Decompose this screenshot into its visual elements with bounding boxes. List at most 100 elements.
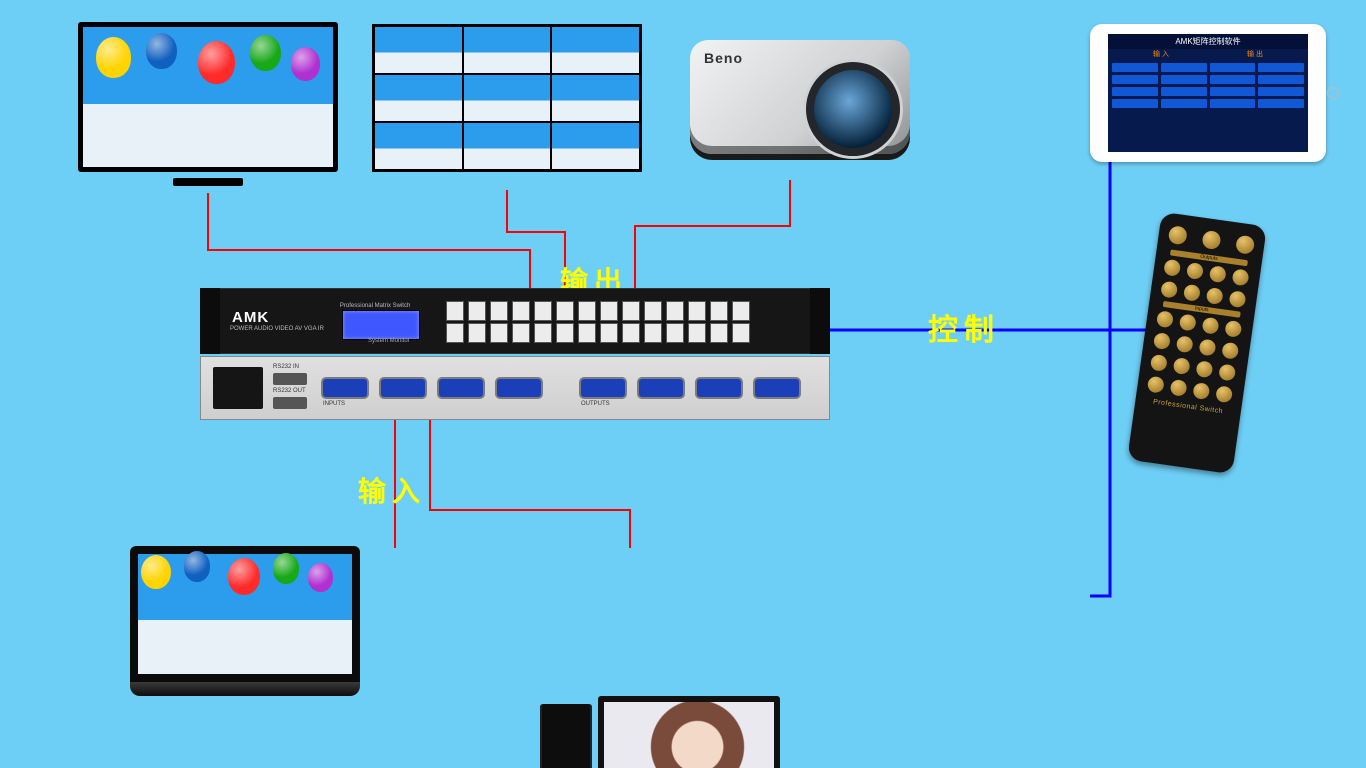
control-app-title: AMK矩阵控制软件 [1108, 34, 1308, 49]
matrix-button[interactable] [732, 323, 750, 343]
remote-button[interactable] [1168, 225, 1188, 245]
control-app-button[interactable] [1112, 99, 1158, 108]
control-app-button[interactable] [1210, 75, 1256, 84]
vga-outputs [581, 379, 799, 397]
matrix-button[interactable] [666, 323, 684, 343]
matrix-button[interactable] [666, 301, 684, 321]
serial-ports: RS232 IN RS232 OUT [273, 364, 307, 412]
remote-button[interactable] [1221, 342, 1239, 360]
remote-button[interactable] [1202, 317, 1220, 335]
vga-port [439, 379, 483, 397]
label-input: 输入 [358, 470, 426, 510]
matrix-button[interactable] [446, 301, 464, 321]
remote-button[interactable] [1198, 338, 1216, 356]
control-app-button[interactable] [1112, 63, 1158, 72]
remote-button[interactable] [1228, 290, 1246, 308]
videowall-cell [552, 75, 639, 121]
videowall-cell [464, 123, 551, 169]
matrix-button[interactable] [732, 301, 750, 321]
videowall-cell [375, 27, 462, 73]
matrix-lcd [342, 310, 420, 340]
remote-button[interactable] [1156, 310, 1174, 328]
remote-button[interactable] [1218, 363, 1236, 381]
matrix-button[interactable] [490, 323, 508, 343]
control-app-button[interactable] [1258, 99, 1304, 108]
matrix-button[interactable] [600, 301, 618, 321]
control-app-button[interactable] [1210, 63, 1256, 72]
control-app-button[interactable] [1258, 87, 1304, 96]
remote-button[interactable] [1170, 379, 1188, 397]
control-app-button[interactable] [1161, 99, 1207, 108]
vga-port [581, 379, 625, 397]
matrix-button[interactable] [556, 301, 574, 321]
remote-button[interactable] [1176, 335, 1194, 353]
remote-button[interactable] [1232, 268, 1250, 286]
matrix-button[interactable] [688, 301, 706, 321]
matrix-button[interactable] [710, 323, 728, 343]
vga-port [381, 379, 425, 397]
output-video-wall [372, 24, 642, 172]
matrix-button[interactable] [468, 301, 486, 321]
control-app-button[interactable] [1210, 99, 1256, 108]
matrix-button[interactable] [446, 323, 464, 343]
signal-wire-red [635, 180, 790, 292]
remote-button[interactable] [1235, 235, 1255, 255]
matrix-button[interactable] [490, 301, 508, 321]
control-app-button[interactable] [1161, 75, 1207, 84]
remote-button[interactable] [1150, 354, 1168, 372]
matrix-button[interactable] [512, 323, 530, 343]
remote-button[interactable] [1201, 230, 1221, 250]
remote-button[interactable] [1153, 332, 1171, 350]
signal-wire-red [430, 420, 630, 548]
matrix-button[interactable] [512, 301, 530, 321]
remote-button[interactable] [1173, 357, 1191, 375]
videowall-cell [375, 123, 462, 169]
vga-port [755, 379, 799, 397]
matrix-button[interactable] [622, 301, 640, 321]
vga-inputs [323, 379, 541, 397]
matrix-button[interactable] [644, 301, 662, 321]
outputs-group-label: OUTPUTS [581, 401, 610, 407]
tablet-screen: AMK矩阵控制软件输 入输 出 [1108, 34, 1308, 152]
matrix-button[interactable] [644, 323, 662, 343]
control-app-button[interactable] [1258, 63, 1304, 72]
remote-button[interactable] [1206, 287, 1224, 305]
control-app-button[interactable] [1112, 87, 1158, 96]
remote-button[interactable] [1179, 313, 1197, 331]
remote-button[interactable] [1186, 262, 1204, 280]
matrix-button[interactable] [600, 323, 618, 343]
remote-button[interactable] [1195, 360, 1213, 378]
control-app-button[interactable] [1210, 87, 1256, 96]
tablet-home-button[interactable] [1327, 87, 1339, 99]
control-app-button[interactable] [1258, 75, 1304, 84]
remote-button[interactable] [1163, 259, 1181, 277]
rs232-in-label: RS232 IN [273, 364, 307, 370]
control-app-button[interactable] [1161, 63, 1207, 72]
matrix-button[interactable] [578, 301, 596, 321]
matrix-button[interactable] [534, 323, 552, 343]
videowall-cell [375, 75, 462, 121]
control-app-button[interactable] [1112, 75, 1158, 84]
matrix-button[interactable] [688, 323, 706, 343]
matrix-button[interactable] [468, 323, 486, 343]
matrix-button[interactable] [578, 323, 596, 343]
remote-button[interactable] [1209, 265, 1227, 283]
matrix-front-panel: AMK POWER AUDIO VIDEO AV VGA IR Professi… [200, 288, 830, 354]
signal-wire-red [208, 193, 530, 295]
matrix-button[interactable] [556, 323, 574, 343]
remote-button[interactable] [1183, 284, 1201, 302]
label-control: 控制 [928, 305, 1000, 349]
matrix-lcd-label: System Monitor [368, 338, 410, 344]
remote-button[interactable] [1147, 376, 1165, 394]
control-app-headers: 输 入输 出 [1108, 49, 1308, 59]
control-app-button[interactable] [1161, 87, 1207, 96]
diagram-stage: Beno 输出 输入 控制 AMK POWER AUDIO VIDEO AV V… [0, 0, 1366, 768]
matrix-button[interactable] [622, 323, 640, 343]
remote-button[interactable] [1215, 385, 1233, 403]
remote-button[interactable] [1160, 281, 1178, 299]
matrix-button[interactable] [534, 301, 552, 321]
matrix-button[interactable] [710, 301, 728, 321]
matrix-rear-panel: RS232 IN RS232 OUT INPUTS OUTPUTS [200, 356, 830, 420]
remote-button[interactable] [1192, 382, 1210, 400]
remote-button[interactable] [1224, 320, 1242, 338]
